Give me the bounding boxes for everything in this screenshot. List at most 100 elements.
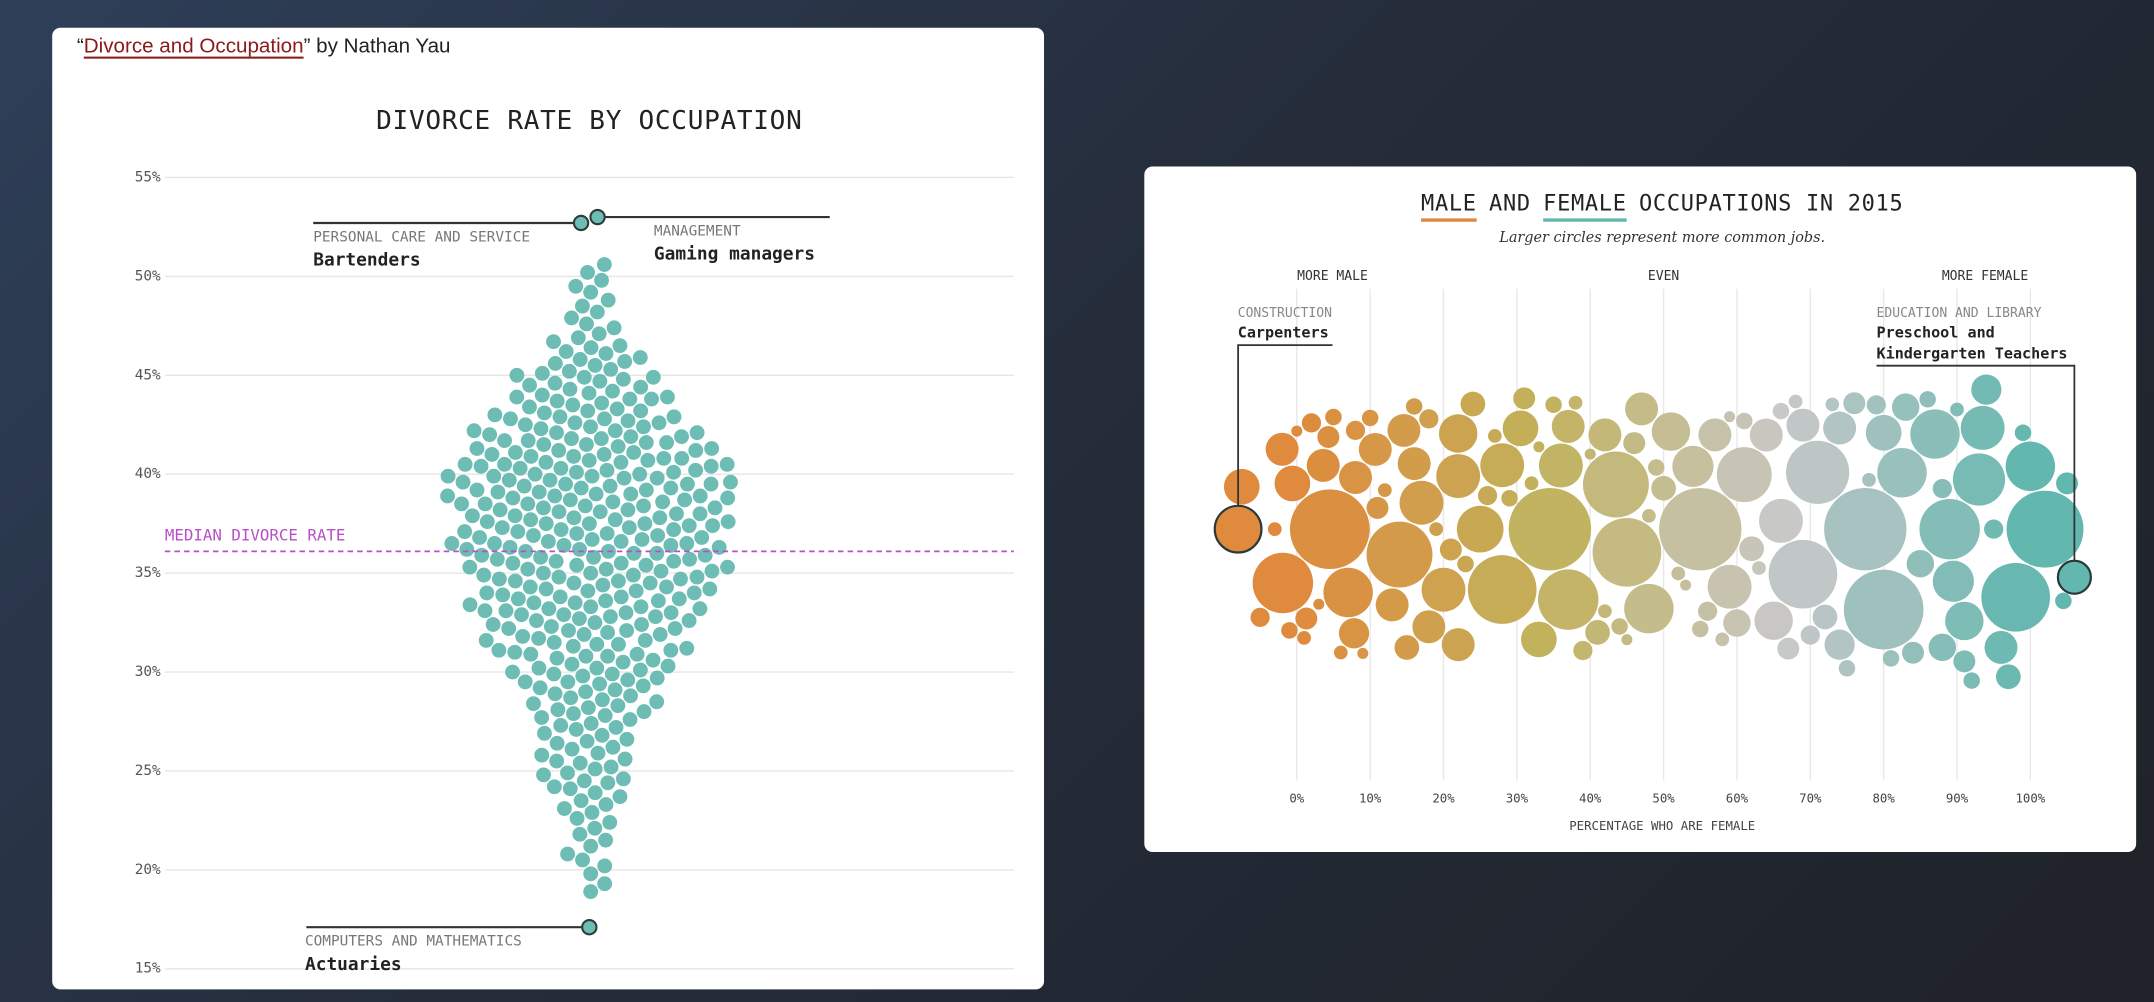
- dot: [632, 466, 648, 482]
- dot: [514, 607, 529, 623]
- dot: [598, 346, 614, 361]
- dot: [560, 765, 575, 781]
- dot: [692, 488, 708, 504]
- dot: [531, 630, 547, 646]
- dot: [655, 494, 671, 510]
- bubble: [1823, 411, 1857, 445]
- bubble: [1671, 566, 1686, 581]
- dot: [626, 545, 642, 561]
- dot: [638, 482, 654, 498]
- annotation-category: MANAGEMENT: [654, 223, 741, 239]
- dot: [604, 666, 620, 682]
- dot: [527, 466, 543, 482]
- dot: [520, 433, 536, 449]
- dot: [538, 454, 554, 470]
- dot: [632, 350, 648, 365]
- dot: [487, 407, 503, 423]
- bubble: [1910, 409, 1960, 459]
- bubble: [1250, 607, 1270, 627]
- dot: [649, 470, 665, 486]
- bubble: [1524, 476, 1539, 491]
- dot: [598, 593, 614, 609]
- dot: [485, 617, 501, 632]
- dot: [459, 541, 475, 557]
- dot: [533, 549, 548, 565]
- dot: [571, 611, 587, 627]
- source-link[interactable]: Divorce and Occupation: [84, 34, 304, 57]
- bubble: [1573, 640, 1593, 661]
- dot: [472, 530, 487, 545]
- bubble: [1906, 549, 1935, 578]
- dot: [556, 801, 572, 816]
- dot: [607, 512, 623, 528]
- dot: [622, 712, 638, 727]
- dot: [634, 617, 649, 632]
- annotation-category: COMPUTERS AND MATHEMATICS: [305, 934, 522, 950]
- dot: [615, 654, 631, 670]
- dot: [611, 636, 626, 652]
- dot: [574, 298, 590, 314]
- dot: [553, 522, 569, 538]
- dot: [581, 516, 597, 532]
- dot: [549, 393, 565, 409]
- bubble: [1252, 552, 1314, 614]
- dot: [564, 431, 579, 447]
- dot: [495, 587, 511, 603]
- bubble: [1366, 521, 1433, 588]
- bubble: [1377, 483, 1392, 498]
- dot: [589, 304, 605, 320]
- dot: [477, 496, 493, 512]
- bubble: [1843, 569, 1924, 650]
- bubble: [1697, 601, 1718, 621]
- dot: [705, 518, 720, 534]
- dot: [598, 832, 614, 848]
- source-line: “Divorce and Occupation” by Nathan Yau: [77, 34, 451, 57]
- bubble: [1945, 601, 1984, 641]
- dot: [491, 642, 507, 658]
- dot: [649, 545, 665, 561]
- bubble: [1439, 538, 1462, 561]
- bubble: [1480, 443, 1525, 488]
- bubble: [1812, 604, 1838, 630]
- dot: [572, 755, 588, 771]
- bubble: [1323, 567, 1373, 618]
- dot: [620, 502, 636, 518]
- dot: [671, 591, 687, 607]
- dot: [594, 727, 610, 743]
- bubble: [1882, 650, 1900, 667]
- dot: [628, 583, 644, 599]
- bubble: [1502, 410, 1539, 447]
- dot: [538, 516, 554, 532]
- dot: [598, 797, 614, 812]
- x-tick-label: 40%: [1579, 791, 1602, 805]
- title-part: MALE: [1421, 191, 1477, 216]
- dot: [510, 591, 526, 607]
- dot: [573, 480, 589, 496]
- dot: [576, 369, 592, 385]
- bubble: [1295, 607, 1318, 630]
- bubble: [1698, 418, 1732, 452]
- dot: [566, 575, 582, 591]
- dot: [600, 625, 616, 640]
- dot: [612, 789, 628, 805]
- dot: [535, 565, 551, 581]
- dot: [501, 621, 517, 636]
- bubble: [2005, 441, 2056, 492]
- dot: [551, 504, 567, 520]
- dot: [490, 484, 506, 500]
- dot: [507, 508, 523, 524]
- dot: [548, 553, 564, 569]
- dot: [599, 526, 615, 541]
- bubble: [1659, 487, 1742, 571]
- dot: [679, 536, 695, 551]
- dot: [565, 397, 581, 413]
- dot: [629, 646, 645, 662]
- dot: [469, 441, 485, 456]
- bubble: [1306, 448, 1340, 482]
- bubble: [1865, 414, 1902, 451]
- dot: [666, 464, 681, 480]
- dot: [679, 640, 695, 656]
- dot: [587, 820, 603, 836]
- bubble: [1456, 505, 1504, 553]
